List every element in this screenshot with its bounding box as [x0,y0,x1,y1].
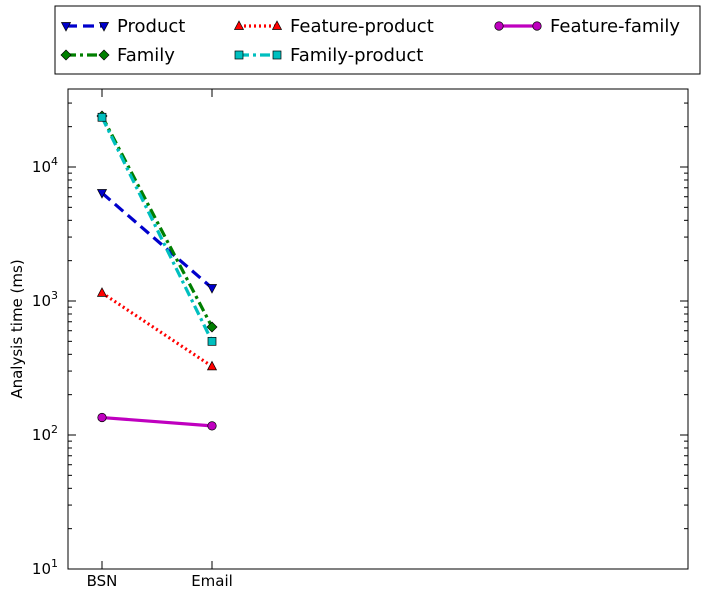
legend-label: Product [117,16,185,37]
series-line [100,115,214,328]
series-line [100,191,214,290]
data-point [207,421,217,431]
data-point [96,287,108,297]
data-point [96,189,108,199]
legend-label: Feature-family [550,16,680,37]
series-line [101,291,213,368]
series-family-product [97,112,217,346]
x-tick-label: BSN [87,572,118,590]
y-axis-label: Analysis time (ms) [8,259,26,398]
series-feature-family [97,412,217,431]
legend-marker [60,49,72,61]
legend-marker [233,20,245,30]
legend-marker [271,20,283,30]
plot-frame [67,88,689,570]
legend-marker [98,22,110,32]
data-point [97,412,107,423]
series-line [101,415,213,428]
legend-item: Family-product [234,45,423,66]
data-point [206,360,218,371]
data-point [206,284,218,294]
legend-item: Feature-family [494,16,680,37]
y-tick-label: 104 [32,155,58,176]
legend-marker [98,49,110,61]
legend-label: Feature-product [290,16,434,37]
legend-marker [272,50,282,60]
data-point [97,112,107,122]
legend: Product Family Feature-product Family-produ… [54,5,701,75]
series-product [96,189,218,294]
legend-item: Product [60,16,185,37]
legend-item: Feature-product [233,16,434,37]
legend-marker [494,21,504,31]
legend-marker [60,22,72,32]
legend-frame [54,5,701,75]
data-point [206,321,218,333]
legend-item: Family [60,45,175,66]
data-point [207,336,217,346]
y-tick-label: 101 [32,557,58,578]
y-tick-label: 103 [32,289,58,310]
y-tick-label: 102 [32,423,58,444]
legend-marker [532,21,542,31]
series-feature-product [96,287,218,371]
legend-label: Family [117,45,175,66]
legend-marker [234,50,244,60]
x-tick-label: Email [191,572,233,590]
legend-label: Family-product [290,45,423,66]
